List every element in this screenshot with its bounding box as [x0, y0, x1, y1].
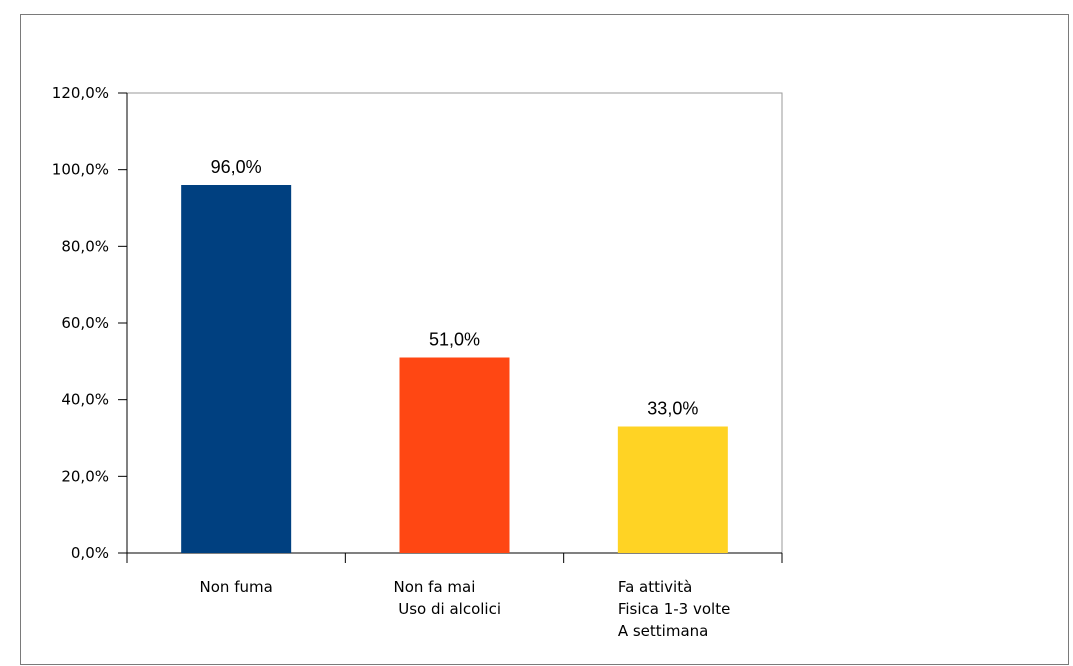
category-label: Fa attività Fisica 1-3 volte A settimana [618, 578, 731, 640]
y-tick-label: 120,0% [52, 84, 109, 102]
category-label-line: Non fa mai [394, 578, 476, 596]
category-label: Non fa mai Uso di alcolici [394, 578, 502, 618]
bar[interactable] [617, 426, 728, 554]
y-tick-label: 40,0% [61, 391, 109, 409]
bar[interactable] [399, 357, 510, 554]
bar[interactable] [181, 185, 292, 553]
category-label-line: Fisica 1-3 volte [618, 600, 731, 618]
category-label-line: Uso di alcolici [394, 600, 502, 618]
y-tick-label: 100,0% [52, 161, 109, 179]
category-label-line: Fa attività [618, 578, 692, 596]
y-tick-label: 60,0% [61, 314, 109, 332]
data-label: 96,0% [211, 157, 262, 177]
y-tick-label: 0,0% [71, 544, 109, 562]
y-tick-label: 80,0% [61, 237, 109, 255]
category-label-line: A settimana [618, 622, 709, 640]
category-label: Non fuma [200, 578, 273, 596]
y-tick-label: 20,0% [61, 467, 109, 485]
category-label-line: Non fuma [200, 578, 273, 596]
data-label: 33,0% [647, 399, 698, 419]
data-label: 51,0% [429, 330, 480, 350]
